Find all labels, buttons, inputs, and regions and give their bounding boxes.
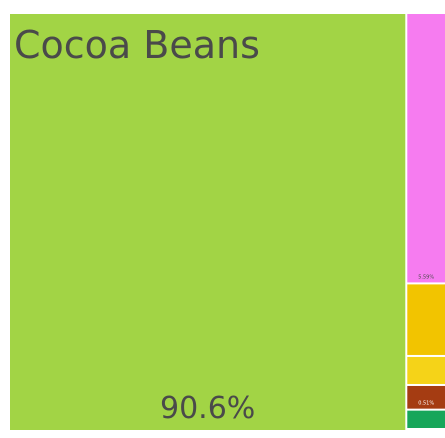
tile-4 <box>407 385 445 409</box>
tile-3 <box>407 356 445 384</box>
tile-2 <box>407 284 445 355</box>
tile-5 <box>407 410 445 428</box>
tile-cocoa-beans <box>10 14 406 430</box>
tile-value-1: 5.59% <box>418 274 434 280</box>
tile-label-cocoa-beans: Cocoa Beans <box>14 23 260 67</box>
tile-1 <box>407 14 445 283</box>
tile-value-cocoa-beans: 90.6% <box>160 391 255 426</box>
tile-value-4: 0.51% <box>418 401 434 407</box>
